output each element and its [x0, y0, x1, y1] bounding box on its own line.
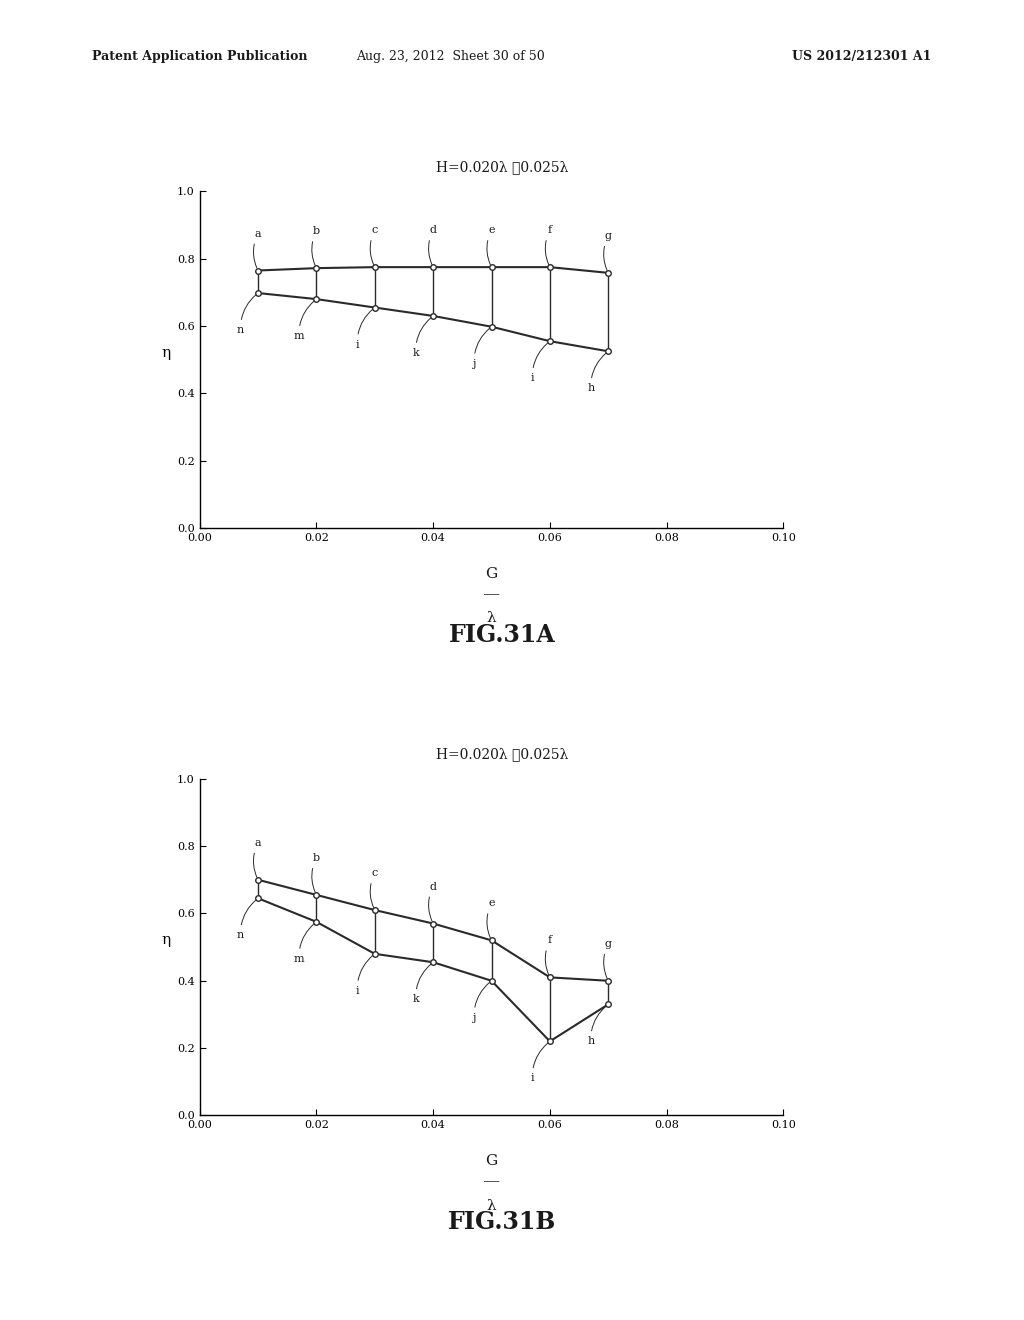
Text: g: g [603, 939, 611, 978]
Text: h: h [587, 1006, 606, 1047]
Text: d: d [428, 226, 436, 264]
Text: FIG.31B: FIG.31B [447, 1210, 556, 1234]
Text: g: g [603, 231, 611, 271]
Text: c: c [370, 869, 378, 908]
Text: e: e [486, 226, 495, 264]
Text: k: k [413, 318, 431, 358]
Y-axis label: η: η [162, 346, 171, 360]
Text: k: k [413, 964, 431, 1005]
Text: h: h [587, 352, 606, 393]
Text: H=0.020λ ～0.025λ: H=0.020λ ～0.025λ [435, 747, 568, 762]
Text: b: b [311, 853, 319, 892]
Text: H=0.020λ ～0.025λ: H=0.020λ ～0.025λ [435, 160, 568, 174]
Text: f: f [545, 226, 552, 264]
Text: G: G [485, 1154, 498, 1168]
Text: f: f [545, 936, 552, 975]
Text: j: j [472, 982, 489, 1023]
Text: c: c [370, 226, 378, 264]
Text: i: i [355, 309, 373, 350]
Text: e: e [486, 899, 495, 937]
Text: ―: ― [484, 1175, 499, 1188]
Y-axis label: η: η [162, 933, 171, 948]
Text: Patent Application Publication: Patent Application Publication [92, 50, 307, 63]
Text: Aug. 23, 2012  Sheet 30 of 50: Aug. 23, 2012 Sheet 30 of 50 [356, 50, 545, 63]
Text: d: d [428, 882, 436, 921]
Text: b: b [311, 226, 319, 265]
Text: ―: ― [484, 587, 499, 601]
Text: a: a [253, 228, 261, 268]
Text: n: n [237, 294, 256, 335]
Text: j: j [472, 329, 489, 368]
Text: n: n [237, 900, 256, 940]
Text: G: G [485, 566, 498, 581]
Text: a: a [253, 838, 261, 878]
Text: FIG.31A: FIG.31A [449, 623, 555, 647]
Text: m: m [294, 924, 314, 964]
Text: i: i [530, 1043, 548, 1084]
Text: US 2012/212301 A1: US 2012/212301 A1 [793, 50, 932, 63]
Text: i: i [355, 956, 373, 995]
Text: λ: λ [486, 611, 497, 626]
Text: i: i [530, 343, 548, 383]
Text: λ: λ [486, 1199, 497, 1213]
Text: m: m [294, 301, 314, 341]
